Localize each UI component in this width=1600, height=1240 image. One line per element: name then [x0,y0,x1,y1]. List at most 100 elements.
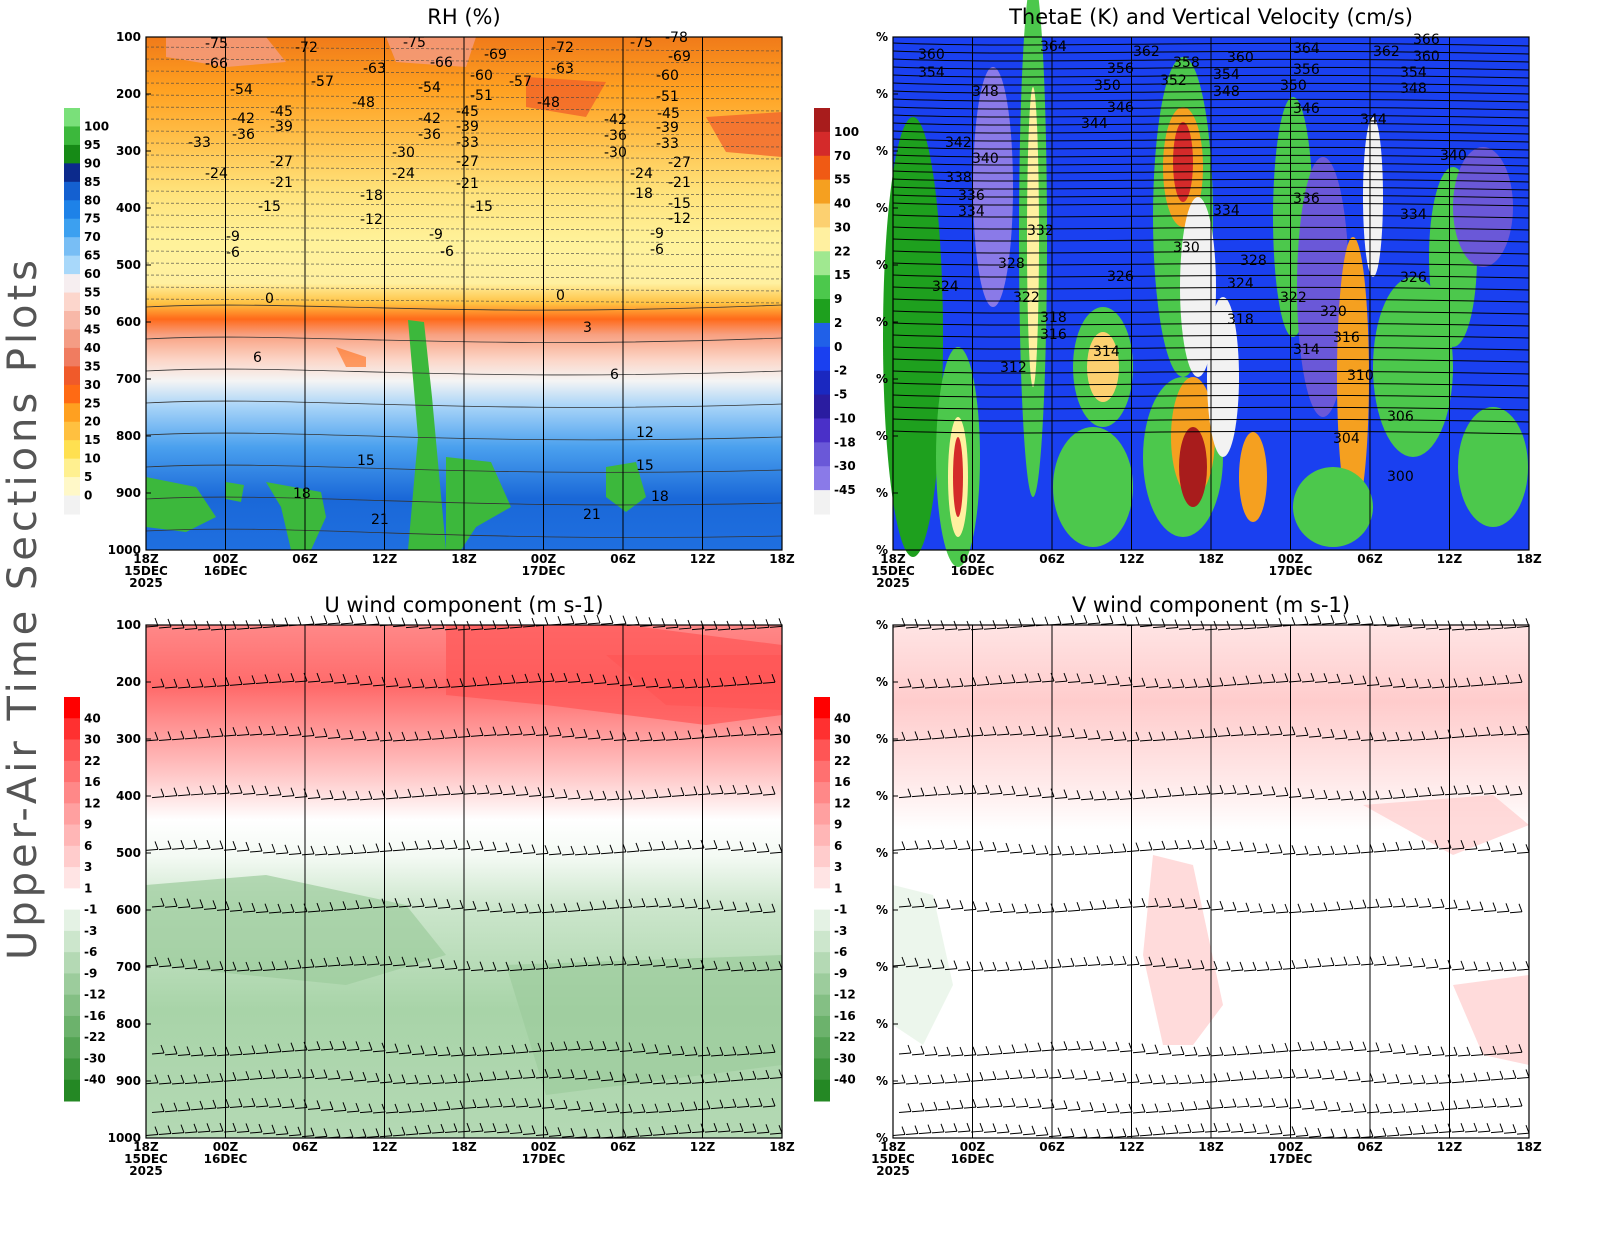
wind-barb [340,622,354,625]
x-tick-label: 15DEC [124,564,168,578]
wind-barb [998,1045,1003,1054]
wind-barb [563,789,568,798]
wind-barb [920,1102,925,1111]
wind-barb [323,1069,328,1078]
wind-barb [245,1071,250,1080]
wind-barb [940,839,945,849]
wind-barb [1100,622,1114,625]
wind-barb [262,1132,276,1135]
wind-barb [329,673,334,682]
wind-barb [1174,958,1179,967]
wind-barb [1174,619,1179,628]
contour-label: 314 [1093,344,1120,360]
wind-barb [255,793,269,796]
contour-label: 342 [945,135,972,151]
wind-barb [1070,1128,1075,1137]
wind-barb [1119,684,1133,687]
wind-barb [931,1082,945,1085]
wind-barb [576,1100,581,1110]
y-tick-label: % [876,1017,888,1031]
wind-barb [950,685,964,688]
wind-barb [1269,1076,1283,1079]
wind-barb [522,968,536,971]
wind-barb [476,1053,490,1056]
wind-barb [505,619,510,628]
wind-barb [1005,619,1010,628]
contour-label: 314 [1293,342,1320,358]
wind-barb [1167,1045,1172,1054]
wind-barb [674,619,679,628]
y-tick-label: 700 [116,372,141,386]
wind-barb [1100,1079,1114,1082]
colorbar-label: -3 [84,924,97,938]
colorbar-box [814,394,830,419]
wind-barb [1490,1131,1504,1134]
wind-barb [710,1054,724,1057]
wind-barb [1284,903,1289,913]
wind-barb [316,902,321,912]
wind-barb [264,1044,269,1053]
wind-barb [953,728,958,738]
wind-barb [385,1111,399,1114]
wind-barb [550,1099,555,1108]
wind-barb [1083,1128,1088,1138]
wind-barb [1509,1051,1523,1054]
wind-barb [635,842,640,852]
wind-barb [1275,1050,1289,1053]
wind-barb [609,844,614,853]
wind-barb [918,738,932,741]
colorbar-box [64,1015,80,1038]
wind-barb [687,1074,692,1084]
wind-barb [924,1109,938,1112]
wind-barb [275,733,289,736]
wind-barb [433,678,438,688]
wind-barb [1239,1123,1244,1132]
wind-barb [1152,1133,1166,1136]
wind-barb [632,685,646,688]
wind-barb [197,968,211,971]
wind-barb [730,734,744,737]
wind-barb [580,1109,594,1112]
contour [892,154,1530,159]
field-patch [146,477,216,532]
wind-barb [1223,1053,1237,1056]
wind-barb [1414,1045,1419,1054]
wind-barb [197,1081,211,1084]
wind-barb [1102,674,1107,684]
wind-barb [509,626,523,629]
wind-barb [1115,675,1120,685]
wind-barb [918,1082,932,1085]
wind-barb [505,1123,510,1132]
wind-barb [251,785,256,794]
wind-barb [1135,731,1140,741]
wind-barb [574,1077,588,1080]
wind-barb [284,726,289,735]
wind-barb [661,731,666,740]
wind-barb [1373,1081,1387,1084]
wind-barb [602,1041,607,1050]
wind-barb [1418,686,1432,689]
wind-barb [427,840,432,849]
wind-barb [199,1100,204,1110]
wind-barb [905,626,919,629]
x-tick-label: 12Z [1437,552,1463,566]
wind-barb [1347,622,1361,625]
wind-barb [307,1107,321,1110]
colorbar-label: -3 [834,924,847,938]
contour-label: 334 [958,204,985,220]
wind-barb [167,1074,172,1084]
contour [892,106,1530,111]
wind-barb [944,1130,958,1133]
contour [145,214,783,220]
wind-barb [236,1078,250,1081]
wind-barb [394,789,399,798]
wind-barb [180,730,185,739]
contour-label: -18 [360,188,383,204]
frame [145,624,783,1139]
contour-label: -18 [630,186,653,202]
wind-barb [1171,686,1185,689]
colorbar-box [64,311,80,330]
wind-barb [1492,1045,1497,1055]
wind-barb [1310,903,1315,912]
